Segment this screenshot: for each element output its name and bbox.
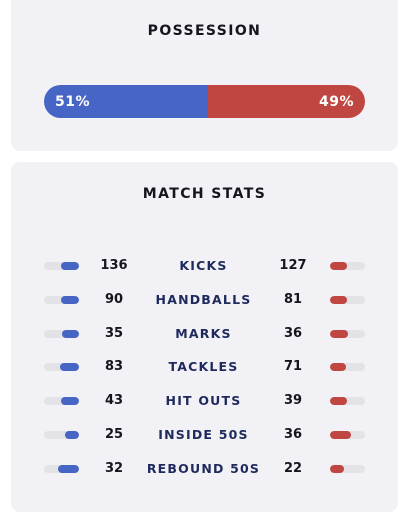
- stat-away-value: 127: [279, 258, 307, 273]
- stat-home-bar: [44, 464, 79, 473]
- stat-home-value: 35: [104, 325, 124, 341]
- stat-home-value: 83: [104, 359, 124, 375]
- stat-label: HIT OUTS: [165, 393, 242, 409]
- stat-home-value: 32: [104, 460, 124, 476]
- possession-bar: 51% 49%: [44, 85, 365, 118]
- stat-home-bar-fill: [60, 262, 79, 270]
- stat-row: 90 HANDBALLS 81: [11, 290, 398, 310]
- stat-home-bar: [44, 431, 79, 439]
- stat-away-bar: [330, 329, 365, 338]
- stat-home-value: 136: [100, 258, 128, 273]
- stat-label: MARKS: [175, 325, 232, 341]
- match-stats-card: MATCH STATS 136 KICKS 127 90 HANDBALLS 81 35 MA…: [11, 162, 398, 512]
- stat-row: 136 KICKS 127: [11, 256, 398, 276]
- stat-away-bar: [330, 397, 365, 406]
- stat-home-bar: [44, 295, 79, 304]
- stat-home-bar-fill: [60, 397, 79, 406]
- stat-away-bar-fill: [330, 329, 348, 338]
- stat-away-value: 36: [283, 427, 303, 442]
- stat-away-bar: [330, 464, 365, 473]
- possession-away-segment: 49%: [207, 85, 365, 118]
- stat-home-bar-fill: [64, 431, 79, 439]
- stat-home-bar: [44, 262, 79, 270]
- stat-away-bar-fill: [330, 397, 347, 406]
- possession-card: POSSESSION 51% 49%: [11, 0, 398, 151]
- stat-away-bar-fill: [330, 295, 347, 304]
- possession-away-value: 49%: [318, 93, 354, 110]
- possession-home-value: 51%: [55, 93, 91, 110]
- possession-home-segment: 51%: [44, 85, 208, 118]
- stat-home-bar: [44, 329, 79, 338]
- stat-home-bar: [44, 363, 79, 372]
- stat-home-bar-fill: [60, 363, 79, 372]
- stat-home-bar-fill: [60, 295, 79, 304]
- stat-home-bar-fill: [61, 329, 79, 338]
- stat-row: 83 TACKLES 71: [11, 357, 398, 377]
- stat-row: 32 REBOUND 50S 22: [11, 459, 398, 479]
- stat-home-value: 25: [104, 427, 124, 442]
- stat-away-value: 36: [283, 325, 303, 341]
- stat-away-value: 22: [283, 460, 303, 476]
- stat-away-bar-fill: [330, 363, 347, 372]
- stat-home-bar: [44, 397, 79, 406]
- possession-title: POSSESSION: [147, 23, 262, 39]
- stat-row: 35 MARKS 36: [11, 324, 398, 344]
- stat-home-value: 43: [104, 393, 124, 409]
- stat-away-value: 81: [283, 291, 303, 307]
- stat-away-value: 71: [283, 359, 303, 375]
- stat-home-value: 90: [104, 291, 124, 307]
- stat-row: 43 HIT OUTS 39: [11, 391, 398, 411]
- stat-away-bar: [330, 262, 365, 270]
- stat-label: TACKLES: [168, 359, 239, 375]
- stat-label: REBOUND 50S: [146, 460, 261, 476]
- match-stats-title: MATCH STATS: [142, 186, 267, 202]
- stat-label: INSIDE 50S: [158, 427, 249, 442]
- stat-away-bar-fill: [330, 464, 345, 473]
- stat-away-bar-fill: [330, 431, 351, 439]
- stat-home-bar-fill: [58, 464, 79, 473]
- stat-away-bar: [330, 431, 365, 439]
- stat-label: KICKS: [179, 258, 228, 273]
- stat-away-bar-fill: [330, 262, 347, 270]
- stat-away-bar: [330, 363, 365, 372]
- stat-row: 25 INSIDE 50S 36: [11, 425, 398, 445]
- stat-label: HANDBALLS: [155, 291, 252, 307]
- stat-away-value: 39: [283, 393, 303, 409]
- stat-away-bar: [330, 295, 365, 304]
